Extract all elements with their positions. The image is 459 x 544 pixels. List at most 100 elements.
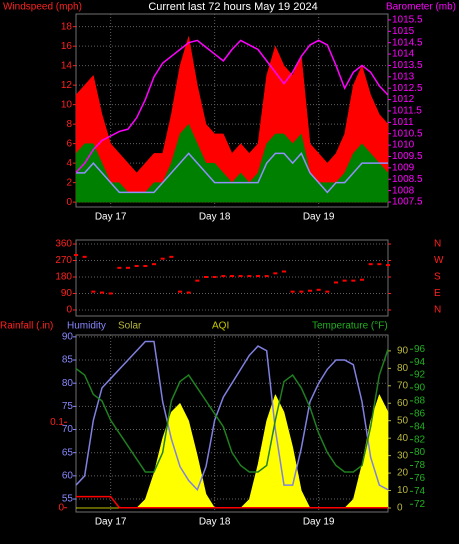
y-tick-label: 8 [66,119,72,130]
y-tick-label: 40 [397,433,409,444]
point [377,263,382,266]
y-tick-label: 6 [66,138,72,149]
point [368,263,373,266]
y-tick-label: 360 [55,239,72,250]
point [238,275,243,278]
point [117,266,122,269]
y-tick-label: 72 [414,499,426,510]
y-tick-label: 90 [414,383,426,394]
point [351,279,356,282]
y-tick-label: W [434,255,444,266]
point [108,292,113,295]
point [195,279,200,282]
y-tick-label: 80 [62,378,74,389]
point [290,290,295,293]
y-tick-label: S [434,272,441,283]
y-tick-label: 1009.5 [392,151,423,162]
line [75,348,389,473]
chart-title: Current last 72 hours May 19 2024 [148,1,317,13]
y-tick-label: 1013.5 [392,60,423,71]
y-tick-label: 78 [414,460,426,471]
point [82,255,87,258]
y-tick-label: N [434,239,441,250]
line [75,340,389,492]
point [342,279,347,282]
point [282,270,286,273]
y-tick-label: 180 [55,272,72,283]
y-tick-label: 82 [414,434,426,445]
x-tick-label: Day 17 [95,212,127,223]
y-tick-label: 270 [55,255,72,266]
x-tick-label: Day 19 [303,517,335,528]
y-tick-label: 92 [414,370,426,381]
point [204,275,208,278]
y-tick-label: 1007.5 [392,197,423,208]
y-tick-label: 10 [397,485,409,496]
point [360,278,364,281]
y-tick-label: 0 [66,305,72,316]
y-tick-label: 1015 [392,26,415,37]
y-tick-label: 84 [414,421,426,432]
line [75,39,389,173]
y-tick-label: 1010 [392,140,415,151]
y-tick-label: 90 [397,346,409,357]
y-tick-label: 96 [414,344,426,355]
y-tick-label: 10 [61,99,73,110]
y-tick-label: 0 [397,503,403,514]
y-tick-label: 1013 [392,71,415,82]
y-tick-label: 1008 [392,185,415,196]
x-tick-label: Day 18 [199,517,231,528]
y-tick-label: 65 [62,447,74,458]
point [100,291,104,294]
point [386,264,390,267]
y-tick-label: 85 [62,355,74,366]
y-tick-label: 0 [58,502,64,513]
y-tick-label: 30 [397,450,409,461]
x-tick-label: Day 19 [303,212,335,223]
y-tick-label: 1008.5 [392,174,423,185]
point [230,275,234,278]
line [76,152,388,194]
y-tick-label: 16 [61,41,73,52]
point [316,288,321,291]
point [308,289,312,292]
y-tick-label: 70 [62,424,74,435]
point [134,265,139,268]
axis-label: Solar [118,321,142,332]
plot-frame [75,239,389,317]
y-tick-label: N [434,305,441,316]
y-tick-label: 1011 [392,117,414,128]
y-tick-label: 90 [62,331,74,342]
axis-label: Windspeed (mph) [3,2,82,13]
y-tick-label: 1015.5 [392,15,423,26]
point [273,272,278,275]
y-tick-label: 60 [397,398,409,409]
y-tick-label: 70 [397,380,409,391]
point [256,275,260,278]
point [247,275,252,278]
point [178,290,182,293]
area [75,123,389,203]
x-tick-label: Day 17 [95,517,127,528]
axis-label: Temperature (°F) [312,321,388,332]
y-tick-label: 14 [61,60,73,71]
y-tick-label: 1011.5 [392,106,422,117]
point [299,290,304,293]
area [75,36,389,203]
y-tick-label: 88 [414,396,426,407]
y-tick-label: 1014.5 [392,37,423,48]
point [221,275,226,278]
y-tick-label: 0 [66,197,72,208]
point [169,255,174,258]
point [143,265,148,268]
y-tick-label: 1014 [392,49,415,60]
axis-label: Humidity [67,321,106,332]
y-tick-label: 2 [66,177,72,188]
point [152,263,156,266]
point [74,254,78,257]
point [325,290,330,293]
point [160,257,165,260]
y-tick-label: 80 [397,363,409,374]
